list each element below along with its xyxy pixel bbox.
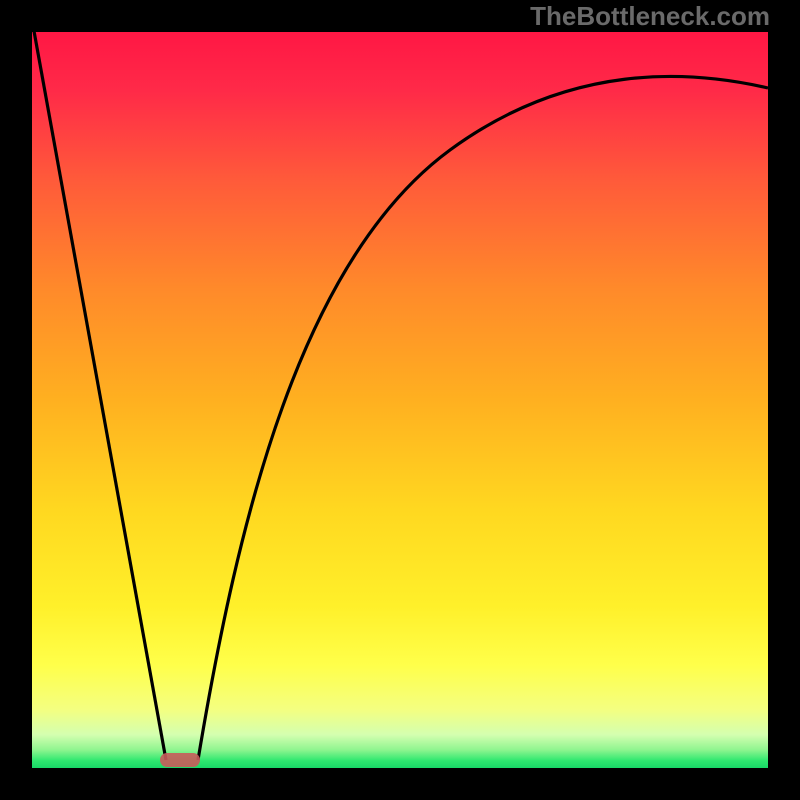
right-recovery-curve — [198, 76, 768, 760]
watermark-text: TheBottleneck.com — [530, 1, 770, 32]
chart-container: TheBottleneck.com — [0, 0, 800, 800]
curve-layer — [0, 0, 800, 800]
left-descent-line — [32, 20, 166, 760]
optimum-marker — [160, 753, 200, 767]
